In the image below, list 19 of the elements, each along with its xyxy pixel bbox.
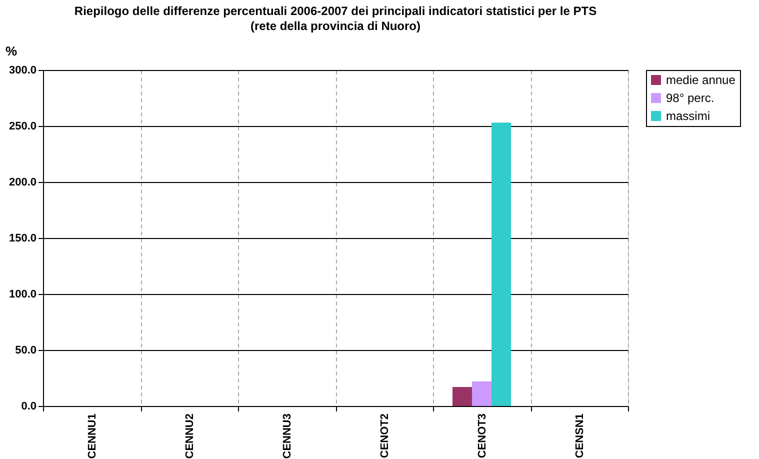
- y-tick-label: 100.0: [8, 288, 36, 300]
- chart-title: Riepilogo delle differenze percentuali 2006-2007 dei principali indicatori statistici per le PTS: [74, 4, 597, 18]
- chart-subtitle: (rete della provincia di Nuoro): [250, 19, 421, 33]
- y-tick-label: 300.0: [8, 64, 36, 76]
- y-tick-label: 150.0: [8, 232, 36, 244]
- y-tick-label: 50.0: [15, 344, 36, 356]
- y-tick-label: 200.0: [8, 176, 36, 188]
- x-tick-label: CENOT3: [476, 414, 488, 458]
- legend-label: massimi: [666, 109, 710, 123]
- y-axis-title: %: [6, 44, 18, 58]
- x-tick-label: CENOT2: [378, 414, 391, 458]
- y-tick-label: 250.0: [8, 120, 36, 132]
- y-tick-label: 0.0: [21, 400, 36, 412]
- x-tick-label: CENSN1: [574, 414, 586, 458]
- legend-label: 98° perc.: [666, 91, 714, 105]
- x-tick-label: CENNU1: [86, 414, 98, 459]
- x-tick-label: CENNU3: [281, 414, 294, 459]
- legend-label: medie annue: [666, 73, 736, 87]
- x-tick-label: CENNU2: [184, 414, 196, 459]
